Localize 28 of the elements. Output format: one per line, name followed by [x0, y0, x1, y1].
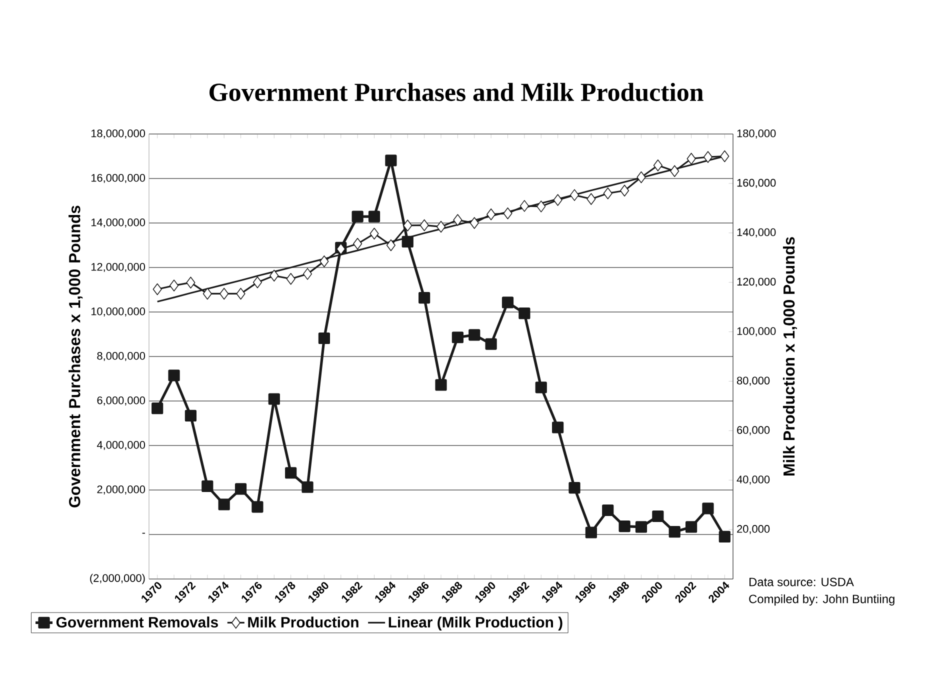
y-axis-title: Government Purchases x 1,000 Pounds: [68, 206, 83, 508]
y2-tick-label: 180,000: [737, 129, 776, 139]
y2-tick-label: 80,000: [736, 376, 770, 386]
legend-label: Government Removals: [56, 616, 218, 628]
source-note: Data source: USDA: [750, 578, 854, 586]
y2-tick-label: 140,000: [737, 228, 776, 238]
y2-tick-label: 100,000: [737, 327, 776, 336]
legend-label: Milk Production: [248, 616, 358, 628]
legend-label: Linear (Milk Production ): [388, 616, 562, 630]
y-tick-label: 16,000,000: [91, 174, 146, 184]
y-tick-label: -: [142, 532, 145, 534]
y2-tick-label: 120,000: [737, 278, 776, 287]
y2-tick-label: 40,000: [736, 476, 770, 485]
y2-tick-label: 20,000: [737, 525, 770, 534]
chart-title: Government Purchases and Milk Production: [210, 82, 704, 102]
y-tick-label: 8,000,000: [97, 352, 146, 362]
y2-tick-label: 60,000: [737, 426, 770, 436]
y2-tick-label: 160,000: [737, 178, 776, 188]
y-tick-label: 12,000,000: [91, 262, 146, 272]
y-tick-label: 14,000,000: [91, 218, 146, 228]
y-tick-label: (2,000,000): [90, 574, 145, 584]
y-tick-label: 18,000,000: [91, 129, 146, 139]
y-tick-label: 6,000,000: [97, 396, 146, 406]
y-tick-label: 10,000,000: [91, 307, 146, 317]
y-tick-label: 2,000,000: [97, 485, 146, 495]
text: Compiled by: John Buntiing: [749, 594, 894, 606]
y2-axis-title: Milk Production x 1,000 Pounds: [782, 237, 797, 476]
y-tick-label: 4,000,000: [96, 440, 146, 450]
